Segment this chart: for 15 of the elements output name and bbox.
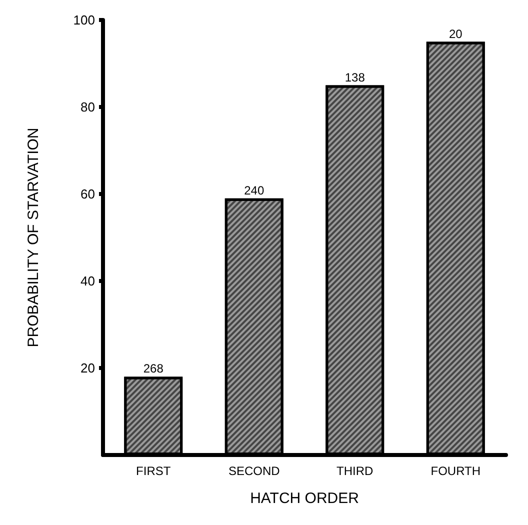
y-tick-label: 80	[80, 100, 95, 114]
annotation: 240	[244, 183, 264, 198]
y-tick-label: 20	[80, 360, 95, 376]
annotation: 268	[143, 362, 164, 376]
y-tick-label: 60	[80, 186, 95, 202]
x-tick-label: SECOND	[228, 464, 280, 478]
x-tick-label: FIRST	[136, 464, 172, 478]
annotation: 20	[448, 26, 463, 41]
y-tick-label: 100	[73, 12, 95, 28]
x-tick-label: FOURTH	[430, 464, 481, 478]
y-tick-label: 40	[80, 274, 95, 288]
x-axis-title: HATCH ORDER	[250, 490, 360, 507]
annotation: 138	[344, 70, 366, 84]
x-tick-label: THIRD	[336, 464, 374, 478]
y-axis-title: PROBABILITY OF STARVATION	[25, 128, 42, 348]
